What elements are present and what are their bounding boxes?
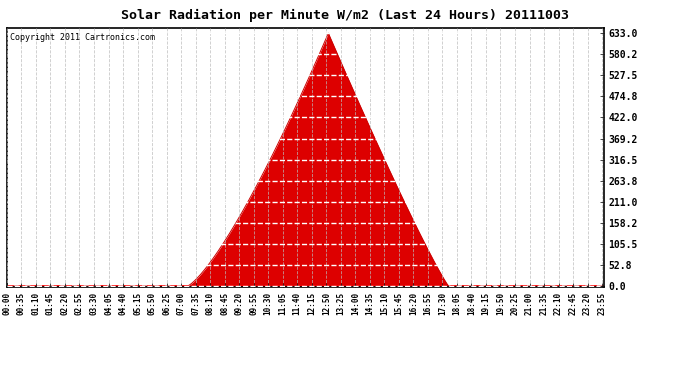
- Text: Copyright 2011 Cartronics.com: Copyright 2011 Cartronics.com: [10, 33, 155, 42]
- Text: Solar Radiation per Minute W/m2 (Last 24 Hours) 20111003: Solar Radiation per Minute W/m2 (Last 24…: [121, 9, 569, 22]
